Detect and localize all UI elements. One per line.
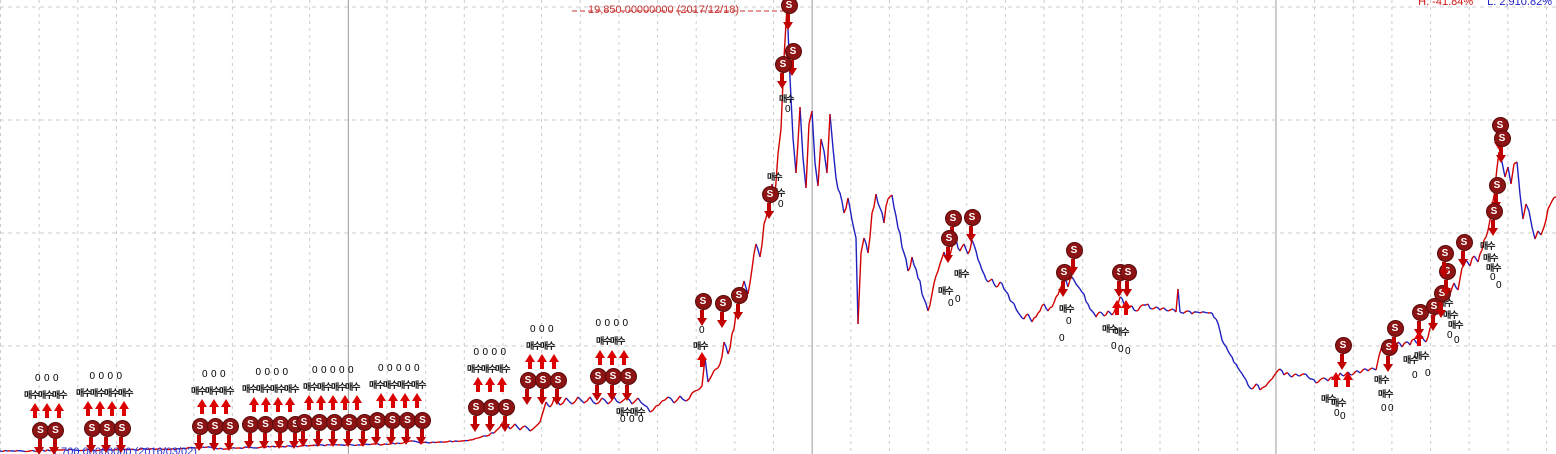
low-price-annotation: 1,700.00000000 (2016/03/02)	[52, 446, 197, 454]
performance-stats: H: -41.84% L: 2,910.82%	[1418, 0, 1552, 8]
return-percent: L: 2,910.82%	[1487, 0, 1552, 8]
drawdown-percent: H: -41.84%	[1418, 0, 1474, 8]
high-price-annotation: 19,850.00000000 (2017/12/18)	[588, 4, 740, 16]
